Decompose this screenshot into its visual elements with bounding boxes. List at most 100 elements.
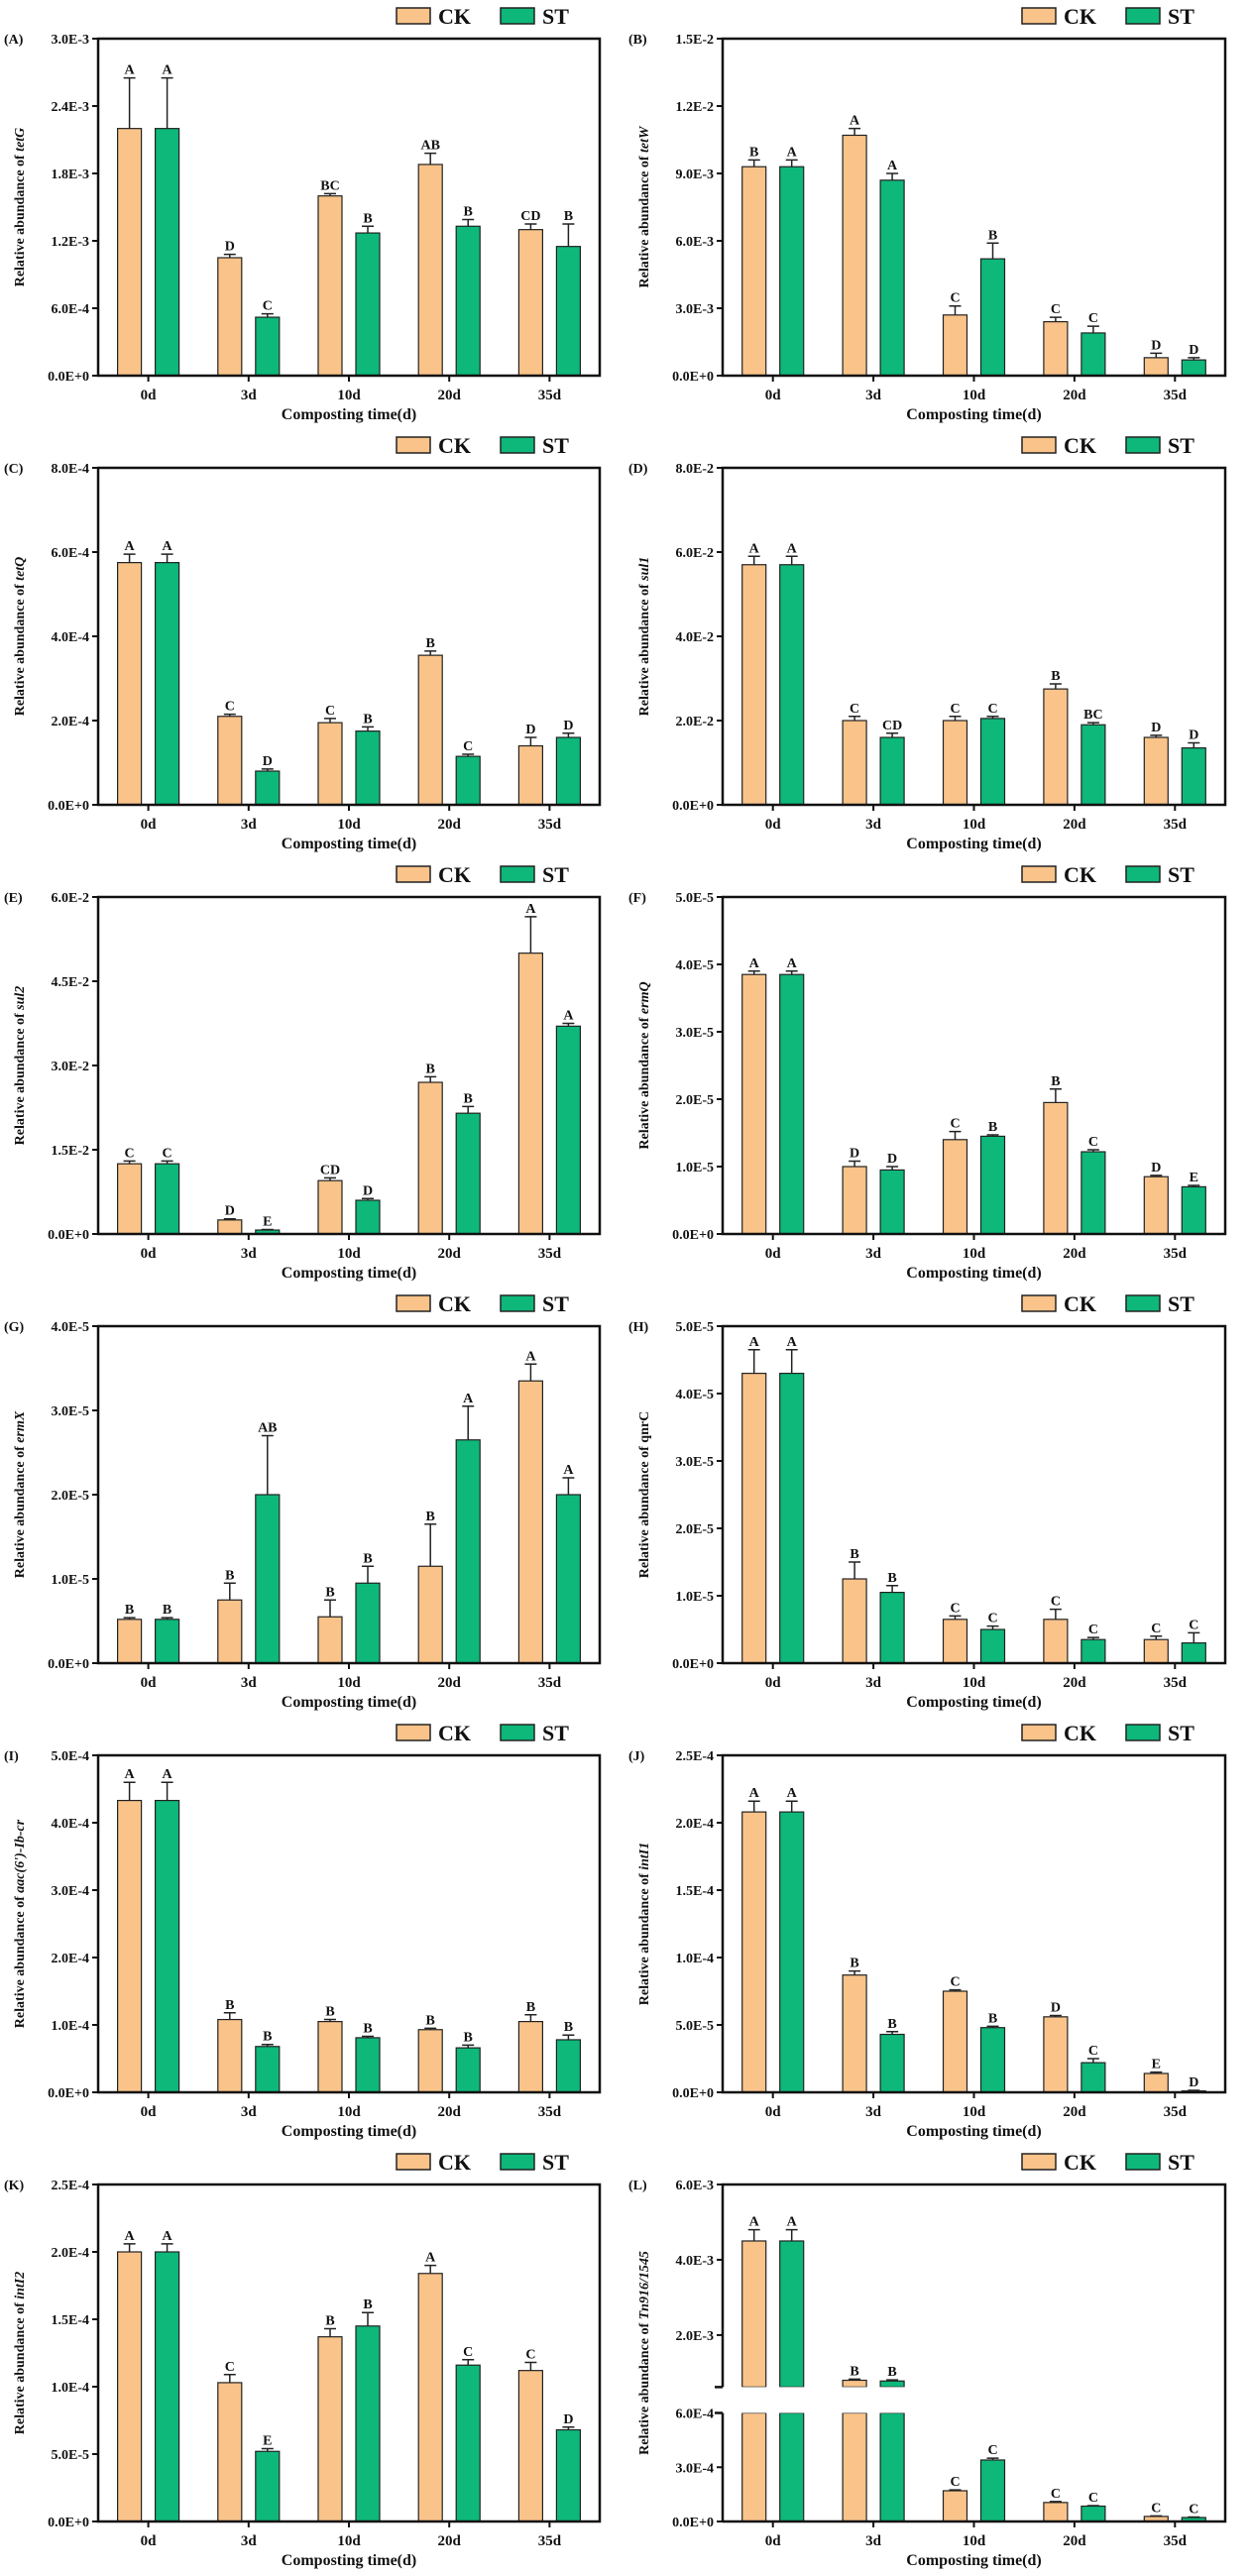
- bar-ck: [942, 720, 968, 806]
- bar-st: [555, 1025, 582, 1235]
- x-axis-title: Composting time(d): [282, 1694, 416, 1711]
- error-bar: [785, 970, 798, 975]
- legend-swatch-st: [1125, 7, 1161, 25]
- chart-panel-tetG: CK ST A D BC AB CD A C B B B 0.0E+0 6.0E-4 1.2E-3 1.8E-…: [4, 4, 602, 423]
- error-bar: [1049, 2501, 1062, 2503]
- legend-swatch-st: [500, 2153, 535, 2171]
- bar-ck: [1143, 1176, 1169, 1235]
- significance-letter: C: [1151, 2501, 1161, 2516]
- x-tick-label: 20d: [1063, 2104, 1086, 2120]
- significance-letter: D: [563, 2412, 573, 2427]
- error-bar: [1086, 2058, 1099, 2064]
- x-tick-label: 10d: [963, 1675, 986, 1691]
- x-axis-title: Composting time(d): [282, 406, 416, 423]
- legend-swatch-st: [500, 7, 535, 25]
- bar-st: [455, 1439, 481, 1664]
- significance-letter: D: [1189, 2075, 1198, 2090]
- significance-letter: C: [850, 702, 859, 717]
- y-tick-label: 6.0E-3: [676, 235, 715, 250]
- significance-letter: A: [125, 539, 136, 554]
- y-axis-title-prefix: Relative abundance of: [13, 581, 28, 717]
- panel-label: (K): [4, 2179, 25, 2193]
- y-axis-title-gene: sul1: [637, 557, 652, 582]
- significance-letter: B: [163, 1603, 171, 1618]
- x-tick-label: 3d: [241, 2533, 258, 2549]
- significance-letter: B: [263, 2030, 272, 2045]
- y-axis-title: Relative abundance of tetG: [13, 128, 28, 287]
- error-bar: [562, 732, 575, 737]
- legend-label-st: ST: [1168, 1291, 1194, 1316]
- y-tick-label: 6.0E-3: [676, 2179, 715, 2193]
- error-bar: [462, 1105, 475, 1114]
- panel-label: (D): [628, 462, 648, 477]
- bar-st: [779, 973, 805, 1235]
- significance-letter: A: [463, 1392, 474, 1406]
- error-bar: [362, 1197, 374, 1200]
- y-axis-title-gene: tetG: [13, 128, 28, 152]
- bar-st: [1181, 747, 1206, 806]
- significance-letter: C: [163, 1146, 172, 1161]
- significance-letter: D: [225, 240, 235, 255]
- significance-letter: C: [1051, 1595, 1061, 1610]
- bar-st: [1080, 2505, 1106, 2522]
- legend-swatch-st: [1125, 1724, 1161, 1741]
- panel-label: (H): [628, 1320, 649, 1335]
- y-axis-title-gene: aac(6')-Ib-cr: [13, 1819, 28, 1892]
- chart-panel-tetW: CK ST B A C C D A A B C D 0.0E+0 3.0E-3 6.0E-3 9.0E-3 1.…: [628, 4, 1227, 423]
- x-tick-label: 35d: [538, 1246, 562, 1262]
- error-bar: [747, 159, 760, 168]
- significance-letter: B: [887, 2017, 896, 2032]
- significance-letter: C: [987, 2443, 997, 2458]
- significance-letter: B: [363, 2022, 372, 2037]
- bar-ck: [741, 564, 767, 806]
- significance-letter: D: [225, 1204, 235, 1219]
- bar-ck: [942, 1990, 968, 2093]
- x-tick-label: 10d: [963, 2104, 986, 2120]
- error-bar: [223, 2012, 236, 2020]
- error-bar: [986, 1134, 999, 1137]
- error-bar: [261, 1228, 274, 1231]
- y-axis-title-gene: intI2: [13, 2272, 28, 2299]
- x-axis-title: Composting time(d): [282, 836, 416, 852]
- significance-letter: CD: [520, 209, 540, 224]
- legend-label-st: ST: [1168, 4, 1194, 29]
- error-bar: [223, 1582, 236, 1601]
- bar-st: [979, 2459, 1006, 2522]
- bar-ck: [1143, 1638, 1169, 1664]
- error-bar: [161, 1617, 173, 1620]
- legend-swatch-st: [500, 1724, 535, 1741]
- error-bar: [886, 2379, 899, 2382]
- significance-letter: B: [363, 1551, 372, 1566]
- y-tick-label: 6.0E-2: [52, 891, 90, 906]
- y-tick-label: 4.0E-3: [676, 2254, 715, 2269]
- error-bar: [123, 1617, 136, 1620]
- y-tick-label: 2.5E-4: [676, 1749, 715, 1764]
- bar-ck: [517, 2021, 544, 2093]
- bar-ck: [741, 1372, 767, 1664]
- legend-swatch-ck: [396, 1724, 431, 1741]
- significance-letter: B: [988, 2011, 997, 2026]
- error-bar: [1086, 722, 1099, 726]
- x-tick-label: 35d: [538, 388, 562, 403]
- error-bar: [1150, 734, 1163, 737]
- bar-ck: [417, 654, 443, 806]
- y-tick-label: 2.0E-5: [676, 1522, 715, 1537]
- significance-letter: B: [887, 1571, 896, 1586]
- bar-ck: [317, 1179, 343, 1235]
- significance-letter: A: [749, 956, 760, 971]
- error-bar: [462, 753, 475, 757]
- y-tick-label: 6.0E-4: [52, 302, 90, 317]
- error-bar: [424, 2264, 437, 2274]
- bar-ck: [217, 716, 243, 806]
- y-tick-label: 0.0E+0: [672, 370, 714, 385]
- bar-ck: [1043, 688, 1069, 806]
- bar-st: [779, 2411, 805, 2522]
- legend-label-ck: CK: [1064, 1291, 1096, 1316]
- significance-letter: B: [464, 2030, 473, 2045]
- bar-ck: [1043, 1101, 1069, 1235]
- legend-label-ck: CK: [1064, 433, 1096, 458]
- x-tick-label: 0d: [765, 2104, 782, 2120]
- bar-st: [1080, 2062, 1106, 2093]
- y-axis-title-gene: intI1: [637, 1843, 652, 1870]
- significance-letter: A: [163, 63, 173, 78]
